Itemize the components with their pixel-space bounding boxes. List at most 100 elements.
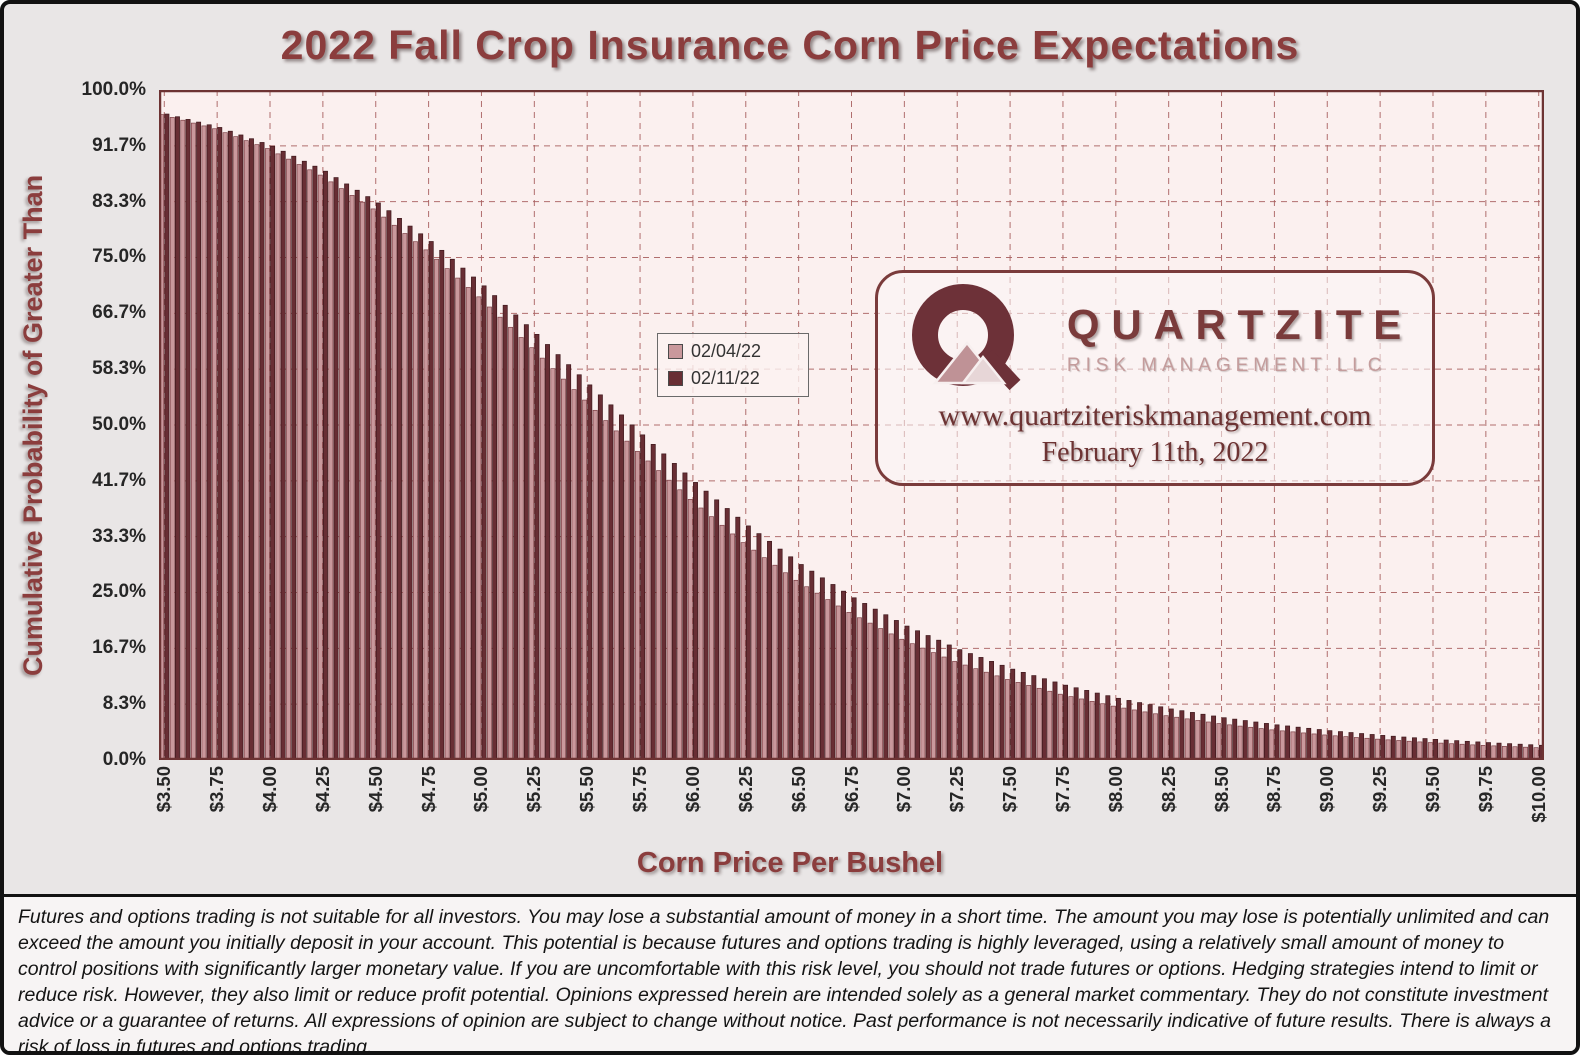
x-tick-label: $8.50	[1210, 766, 1232, 813]
bar	[180, 119, 186, 760]
bar	[212, 128, 218, 760]
bar	[1195, 720, 1201, 760]
bar	[1464, 740, 1470, 760]
bar	[539, 357, 545, 760]
bar	[206, 124, 212, 760]
bar	[814, 592, 820, 760]
bar	[698, 507, 704, 760]
bar	[1205, 721, 1211, 760]
bar	[508, 326, 514, 760]
plot-area: 02/04/22 02/11/22 QUARTZITE RISK MANAGEM…	[159, 90, 1544, 760]
bar	[1163, 715, 1169, 760]
bar	[1311, 733, 1317, 760]
bar	[1348, 732, 1354, 760]
bar	[671, 463, 677, 760]
bar	[375, 202, 381, 760]
y-tick-label: 50.0%	[92, 413, 146, 435]
x-tick-label: $5.75	[629, 766, 651, 813]
bar	[893, 620, 899, 760]
bar	[767, 540, 772, 760]
legend-label: 02/11/22	[691, 368, 760, 388]
bar	[1184, 718, 1190, 760]
bar	[1306, 727, 1312, 760]
bar	[301, 160, 307, 760]
bar	[386, 210, 392, 760]
bar	[629, 424, 635, 760]
bar	[751, 549, 757, 760]
bar	[264, 148, 270, 760]
bar	[714, 499, 720, 760]
bar	[1031, 675, 1037, 760]
bar	[201, 125, 207, 760]
bar	[1179, 710, 1185, 760]
legend-label: 02/04/22	[691, 341, 762, 361]
bar	[407, 225, 413, 760]
bar	[270, 145, 276, 760]
bar	[941, 656, 947, 760]
bar	[957, 649, 963, 760]
bar	[724, 508, 730, 760]
x-tick-label: $10.00	[1527, 766, 1549, 823]
brand-header: QUARTZITE RISK MANAGEMENT LLC	[896, 281, 1414, 397]
bar	[566, 364, 572, 760]
bar	[846, 612, 852, 760]
bar	[169, 117, 175, 760]
bar	[1073, 687, 1079, 760]
bar	[196, 121, 202, 760]
bar	[412, 241, 418, 760]
bar	[1390, 735, 1396, 760]
bar	[798, 564, 804, 760]
bar	[661, 453, 667, 760]
bar	[545, 344, 550, 760]
bar	[323, 170, 328, 760]
bar	[867, 622, 873, 760]
bar	[338, 188, 344, 760]
bar	[603, 420, 609, 760]
bar	[381, 216, 387, 760]
bar	[1454, 740, 1460, 760]
brand-name-block: QUARTZITE RISK MANAGEMENT LLC	[1067, 301, 1413, 377]
brand-date: February 11th, 2022	[1041, 437, 1269, 468]
bar	[1047, 690, 1053, 760]
bar	[835, 605, 841, 760]
bar	[1343, 736, 1349, 760]
bar	[788, 556, 794, 760]
y-tick-label: 33.3%	[92, 525, 146, 547]
bar	[703, 490, 709, 760]
bar	[1332, 735, 1338, 760]
bar	[1327, 730, 1333, 760]
x-tick-label: $9.50	[1421, 766, 1443, 813]
bar	[460, 267, 466, 760]
y-tick-label: 0.0%	[102, 748, 146, 770]
series-bars-02-11-22	[164, 113, 1544, 760]
bar	[1485, 742, 1491, 760]
bar	[830, 584, 836, 760]
bar	[693, 482, 698, 760]
x-tick-label: $6.25	[734, 766, 756, 813]
bar	[481, 285, 487, 760]
bar	[1301, 732, 1306, 760]
quartzite-logo-icon	[911, 284, 1021, 391]
bar	[1290, 731, 1296, 760]
bar	[1026, 685, 1032, 760]
bar	[888, 633, 894, 760]
bar	[1507, 743, 1513, 760]
x-tick-label: $6.50	[787, 766, 809, 813]
bar	[1189, 712, 1195, 760]
bar	[650, 444, 656, 760]
bar	[1523, 746, 1528, 760]
bar	[1020, 672, 1026, 760]
bar	[1263, 723, 1269, 760]
bar	[851, 597, 857, 760]
bar	[1528, 744, 1534, 760]
bar	[761, 557, 767, 760]
bar	[1364, 737, 1370, 760]
bar	[185, 119, 191, 760]
bar	[931, 652, 936, 760]
x-tick-label: $8.75	[1263, 766, 1285, 813]
bar	[709, 516, 714, 760]
x-tick-label: $5.25	[523, 766, 545, 813]
x-tick-label: $8.25	[1157, 766, 1179, 813]
bar	[635, 451, 640, 760]
bar	[555, 354, 561, 760]
